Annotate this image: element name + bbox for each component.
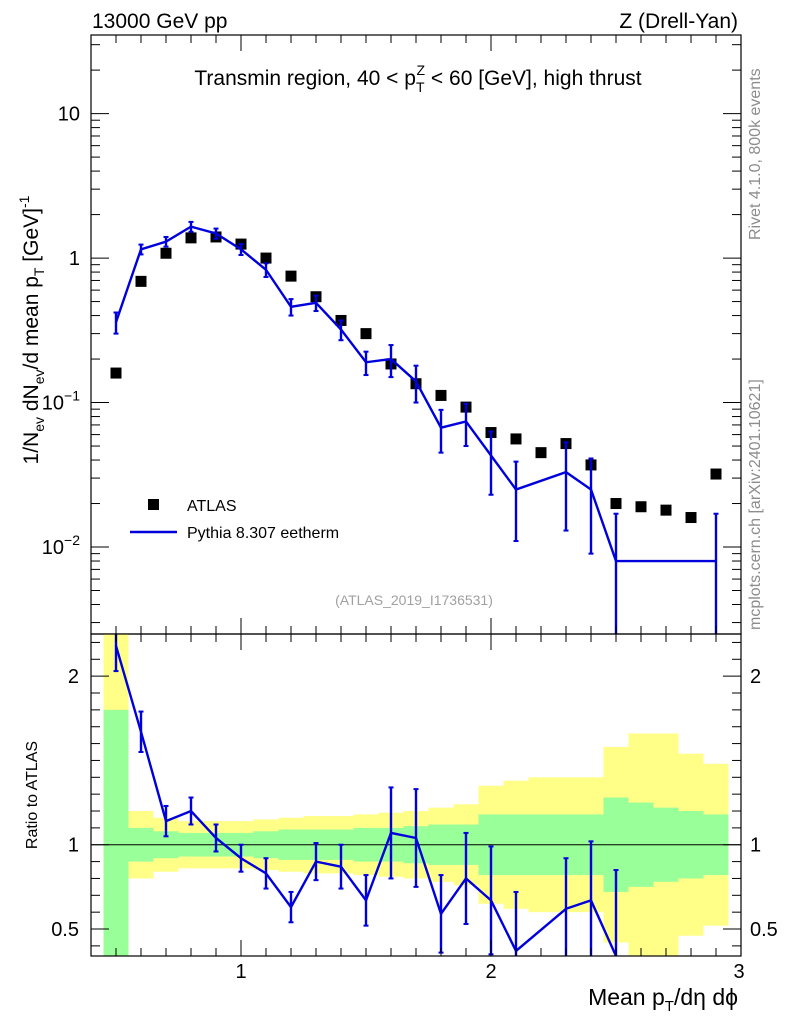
ratio-y-tick-label-left: 1 bbox=[68, 835, 79, 857]
inner-band-bin bbox=[103, 709, 129, 956]
y-tick-label-exponent: −2 bbox=[64, 532, 80, 548]
y-tick-label-base: 10 bbox=[58, 104, 80, 126]
y-tick-label: 10−1 bbox=[42, 388, 80, 415]
y-tick-label-base: 10 bbox=[42, 537, 64, 559]
ratio-y-tick-label-right: 0.5 bbox=[750, 919, 778, 941]
main-ylabel: 1/Nev dNev/d mean pT [GeV]-1 bbox=[16, 195, 47, 464]
main-panel: Transmin region, 40 < pTZ < 60 [GeV], hi… bbox=[16, 34, 742, 635]
atlas-point bbox=[185, 232, 197, 244]
main-frame bbox=[90, 34, 742, 635]
ratio-y-tick-label-left: 2 bbox=[68, 666, 79, 688]
main-title-sub: T bbox=[416, 79, 425, 95]
atlas-point bbox=[110, 367, 122, 379]
atlas-point bbox=[510, 433, 522, 445]
atlas-point bbox=[160, 247, 172, 259]
y-tick-label-base: 10 bbox=[42, 393, 64, 415]
header-left: 13000 GeV pp bbox=[92, 10, 227, 33]
y-tick-label: 10 bbox=[58, 104, 80, 126]
atlas-point bbox=[135, 275, 147, 287]
atlas-point bbox=[535, 447, 547, 459]
main-title: Transmin region, 40 < pTZ < 60 [GeV], hi… bbox=[194, 62, 641, 95]
rivet-version-label: Rivet 4.1.0, 800k events bbox=[747, 68, 764, 240]
x-axis-label: Mean pT/dη dϕ bbox=[588, 984, 738, 1015]
atlas-point bbox=[260, 252, 272, 264]
legend-atlas-marker bbox=[148, 499, 159, 510]
ratio-curve bbox=[113, 634, 619, 957]
mcplots-label: mcplots.cern.ch [arXiv:2401.10621] bbox=[747, 379, 764, 630]
x-tick-label: 3 bbox=[733, 961, 744, 983]
ratio-axes: 0.5 0.5 1 1 2 2 1 2 3 bbox=[51, 633, 778, 983]
atlas-point bbox=[635, 501, 647, 513]
atlas-point bbox=[360, 328, 372, 340]
ratio-line bbox=[114, 645, 618, 957]
legend-atlas-label: ATLAS bbox=[187, 498, 237, 515]
analysis-tag: (ATLAS_2019_I1736531) bbox=[335, 592, 493, 608]
main-title-sup: Z bbox=[417, 62, 426, 78]
ratio-panel: 0.5 0.5 1 1 2 2 1 2 3 Ratio to ATLAS Mean pT/dη … bbox=[24, 633, 778, 1015]
atlas-point bbox=[610, 498, 622, 510]
atlas-point bbox=[285, 270, 297, 282]
main-title-post: < 60 [GeV], high thrust bbox=[425, 67, 642, 90]
legend-pythia-label: Pythia 8.307 eetherm bbox=[187, 525, 339, 542]
y-tick-label: 1 bbox=[69, 248, 80, 270]
main-title-pre: Transmin region, 40 < p bbox=[194, 67, 416, 90]
ratio-y-tick-label-right: 2 bbox=[750, 666, 761, 688]
y-tick-label-exponent: −1 bbox=[64, 388, 80, 404]
x-tick-label: 2 bbox=[485, 961, 496, 983]
x-tick-label: 1 bbox=[235, 961, 246, 983]
atlas-point bbox=[660, 504, 672, 516]
atlas-point bbox=[435, 389, 447, 401]
legend: ATLAS Pythia 8.307 eetherm bbox=[130, 498, 339, 542]
ratio-y-tick-label-left: 0.5 bbox=[51, 919, 79, 941]
header-right: Z (Drell-Yan) bbox=[619, 10, 738, 33]
ratio-ylabel: Ratio to ATLAS bbox=[24, 741, 41, 849]
atlas-point bbox=[710, 468, 722, 480]
svg-text:1/Nev dNev/d mean pT [GeV]-1: 1/Nev dNev/d mean pT [GeV]-1 bbox=[16, 195, 47, 464]
ratio-y-tick-label-right: 1 bbox=[750, 835, 761, 857]
pythia-curve bbox=[113, 220, 719, 634]
atlas-point bbox=[685, 512, 697, 524]
y-tick-label-base: 1 bbox=[69, 248, 80, 270]
y-tick-label: 10−2 bbox=[42, 532, 80, 559]
